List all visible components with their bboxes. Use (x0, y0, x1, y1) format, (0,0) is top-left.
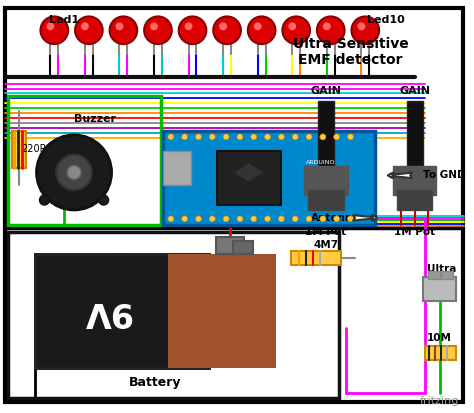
Circle shape (251, 134, 257, 140)
Circle shape (352, 17, 379, 44)
Bar (428, 271, 440, 279)
Bar (217, 151, 282, 205)
Circle shape (144, 17, 172, 44)
Text: Battery: Battery (129, 376, 182, 389)
Text: 9V: 9V (82, 294, 132, 328)
Circle shape (223, 134, 229, 140)
Circle shape (320, 216, 326, 222)
Text: 1M Pot: 1M Pot (305, 227, 346, 237)
Circle shape (46, 22, 55, 30)
Circle shape (182, 134, 188, 140)
Text: Buzzer: Buzzer (74, 114, 116, 124)
Bar (393, 166, 437, 195)
Circle shape (56, 154, 92, 190)
Circle shape (195, 134, 201, 140)
Circle shape (182, 216, 188, 222)
Circle shape (264, 216, 271, 222)
Circle shape (278, 134, 284, 140)
Bar (233, 240, 253, 254)
Circle shape (150, 22, 158, 30)
Circle shape (219, 22, 227, 30)
Bar (163, 151, 191, 185)
Circle shape (109, 17, 137, 44)
Bar (8, 96, 161, 225)
Circle shape (81, 22, 89, 30)
Circle shape (306, 216, 312, 222)
Bar (291, 252, 341, 265)
Circle shape (36, 135, 111, 210)
Bar (216, 237, 244, 254)
Circle shape (237, 134, 243, 140)
Circle shape (334, 134, 340, 140)
Bar (441, 271, 453, 279)
Circle shape (288, 22, 296, 30)
Circle shape (320, 134, 326, 140)
Circle shape (210, 134, 215, 140)
Bar (422, 277, 456, 301)
Polygon shape (233, 163, 264, 182)
Bar (35, 254, 209, 368)
Circle shape (347, 134, 354, 140)
Bar (168, 254, 276, 368)
Circle shape (254, 22, 262, 30)
Circle shape (39, 195, 49, 205)
Circle shape (185, 22, 192, 30)
Circle shape (357, 22, 365, 30)
Circle shape (213, 17, 241, 44)
Circle shape (248, 17, 275, 44)
Circle shape (75, 17, 103, 44)
Bar (304, 166, 347, 195)
Bar (35, 254, 209, 368)
Circle shape (292, 134, 298, 140)
Text: ARDUINO: ARDUINO (306, 160, 336, 165)
Text: Led1: Led1 (49, 15, 80, 25)
Text: 10M: 10M (427, 333, 452, 343)
Circle shape (317, 17, 345, 44)
Text: Ultra: Ultra (427, 264, 456, 274)
Circle shape (67, 166, 81, 179)
Circle shape (223, 216, 229, 222)
Circle shape (210, 216, 215, 222)
Bar (308, 190, 344, 210)
Circle shape (195, 216, 201, 222)
Circle shape (179, 17, 206, 44)
Circle shape (116, 22, 123, 30)
Circle shape (237, 216, 243, 222)
Text: 1M Pot: 1M Pot (394, 227, 435, 237)
Text: Led10: Led10 (367, 15, 405, 25)
Circle shape (264, 134, 271, 140)
Text: GAIN: GAIN (310, 86, 341, 97)
Circle shape (168, 216, 174, 222)
Circle shape (306, 134, 312, 140)
Circle shape (334, 216, 340, 222)
Text: 220R: 220R (22, 144, 47, 154)
Text: Ultra Sensitive
EMF detector: Ultra Sensitive EMF detector (292, 37, 409, 67)
Bar (425, 346, 456, 360)
Text: fritzing: fritzing (419, 396, 459, 406)
Text: GAIN: GAIN (399, 86, 430, 97)
Circle shape (168, 134, 174, 140)
Bar (8, 232, 338, 398)
Circle shape (283, 17, 310, 44)
Text: To GND: To GND (422, 171, 465, 180)
Bar (163, 131, 375, 225)
Circle shape (278, 216, 284, 222)
Circle shape (292, 216, 298, 222)
Circle shape (323, 22, 331, 30)
Circle shape (40, 17, 68, 44)
Bar (318, 101, 334, 171)
Bar (12, 131, 26, 169)
Bar (407, 101, 422, 171)
Text: 4M7: 4M7 (313, 240, 338, 249)
Bar (397, 190, 432, 210)
Circle shape (347, 216, 354, 222)
Circle shape (251, 216, 257, 222)
Circle shape (99, 195, 109, 205)
Text: Antenna: Antenna (311, 213, 360, 223)
